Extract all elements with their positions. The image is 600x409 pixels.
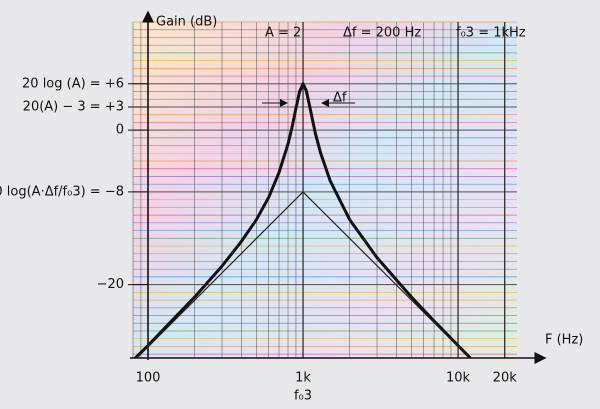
x-tick-label: 1k bbox=[295, 371, 311, 386]
y-axis-label: Gain (dB) bbox=[156, 15, 217, 30]
line-series bbox=[133, 82, 472, 358]
y-tick-label: 20(A) − 3 = +3 bbox=[23, 99, 124, 114]
y-tick-label: 0 bbox=[116, 123, 124, 138]
plot-marks bbox=[133, 82, 472, 358]
y-tick-label: 20 log (A) = +6 bbox=[22, 76, 124, 91]
annotation: A = 2 bbox=[265, 26, 301, 41]
x-tick-label: 100 bbox=[136, 371, 161, 386]
y-tick-label: −20 bbox=[97, 277, 124, 292]
line-series bbox=[136, 191, 471, 358]
annotation: Δf = 200 Hz bbox=[343, 26, 421, 41]
y-tick-label: 20 log(A·Δf/f₀3) = −8 bbox=[0, 184, 124, 199]
x-axis-label: F (Hz) bbox=[545, 333, 583, 348]
annotation: Δf bbox=[333, 91, 347, 106]
x-tick-label: 10k bbox=[446, 371, 471, 386]
annotation: f₀3 bbox=[294, 389, 312, 404]
x-tick-label: 20k bbox=[493, 371, 518, 386]
plot-area bbox=[133, 22, 517, 358]
annotation: f₀3 = 1kHz bbox=[456, 26, 526, 41]
